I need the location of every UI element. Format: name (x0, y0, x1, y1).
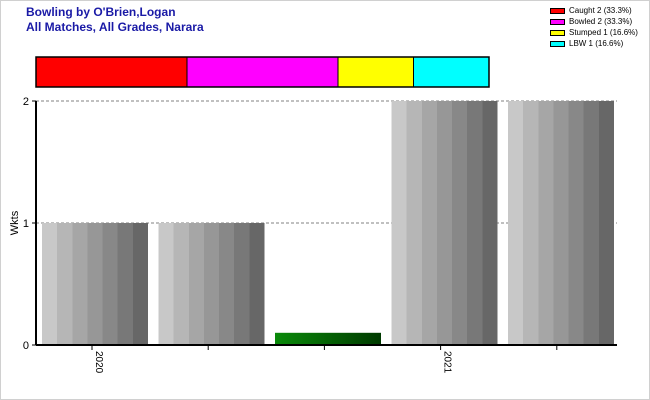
bar (275, 332, 381, 345)
legend-swatch-lbw (550, 40, 565, 47)
breakdown-bar-outline (35, 56, 490, 88)
chart-subtitle: All Matches, All Grades, Narara (26, 20, 204, 34)
bar (508, 101, 614, 345)
y-tick-label: 0 (23, 340, 29, 352)
breakdown-segment-stumped (337, 56, 414, 88)
breakdown-segment-bowled (186, 56, 339, 88)
legend-label-bowled: Bowled 2 (33.3%) (569, 17, 633, 26)
legend-item-bowled: Bowled 2 (33.3%) (550, 16, 638, 27)
bar (391, 101, 498, 345)
title-block: Bowling by O'Brien,Logan All Matches, Al… (26, 5, 204, 35)
legend-label-stumped: Stumped 1 (16.6%) (569, 28, 638, 37)
breakdown-segment-lbw (413, 56, 490, 88)
legend-label-caught: Caught 2 (33.3%) (569, 6, 632, 15)
y-axis-label: Wkts (9, 210, 21, 235)
legend-swatch-bowled (550, 18, 565, 25)
chart-title: Bowling by O'Brien,Logan (26, 5, 176, 19)
legend: Caught 2 (33.3%) Bowled 2 (33.3%) Stumpe… (550, 5, 638, 49)
x-tick-label: 2021 (442, 351, 453, 374)
bar (42, 223, 148, 345)
legend-label-lbw: LBW 1 (16.6%) (569, 39, 624, 48)
bar (158, 223, 265, 345)
y-tick-label: 1 (23, 218, 29, 230)
legend-item-caught: Caught 2 (33.3%) (550, 5, 638, 16)
x-tick-label: 2020 (93, 351, 104, 374)
legend-item-lbw: LBW 1 (16.6%) (550, 38, 638, 49)
legend-swatch-caught (550, 7, 565, 14)
legend-swatch-stumped (550, 29, 565, 36)
legend-item-stumped: Stumped 1 (16.6%) (550, 27, 638, 38)
y-tick-label: 2 (23, 96, 29, 108)
breakdown-segment-caught (35, 56, 188, 88)
